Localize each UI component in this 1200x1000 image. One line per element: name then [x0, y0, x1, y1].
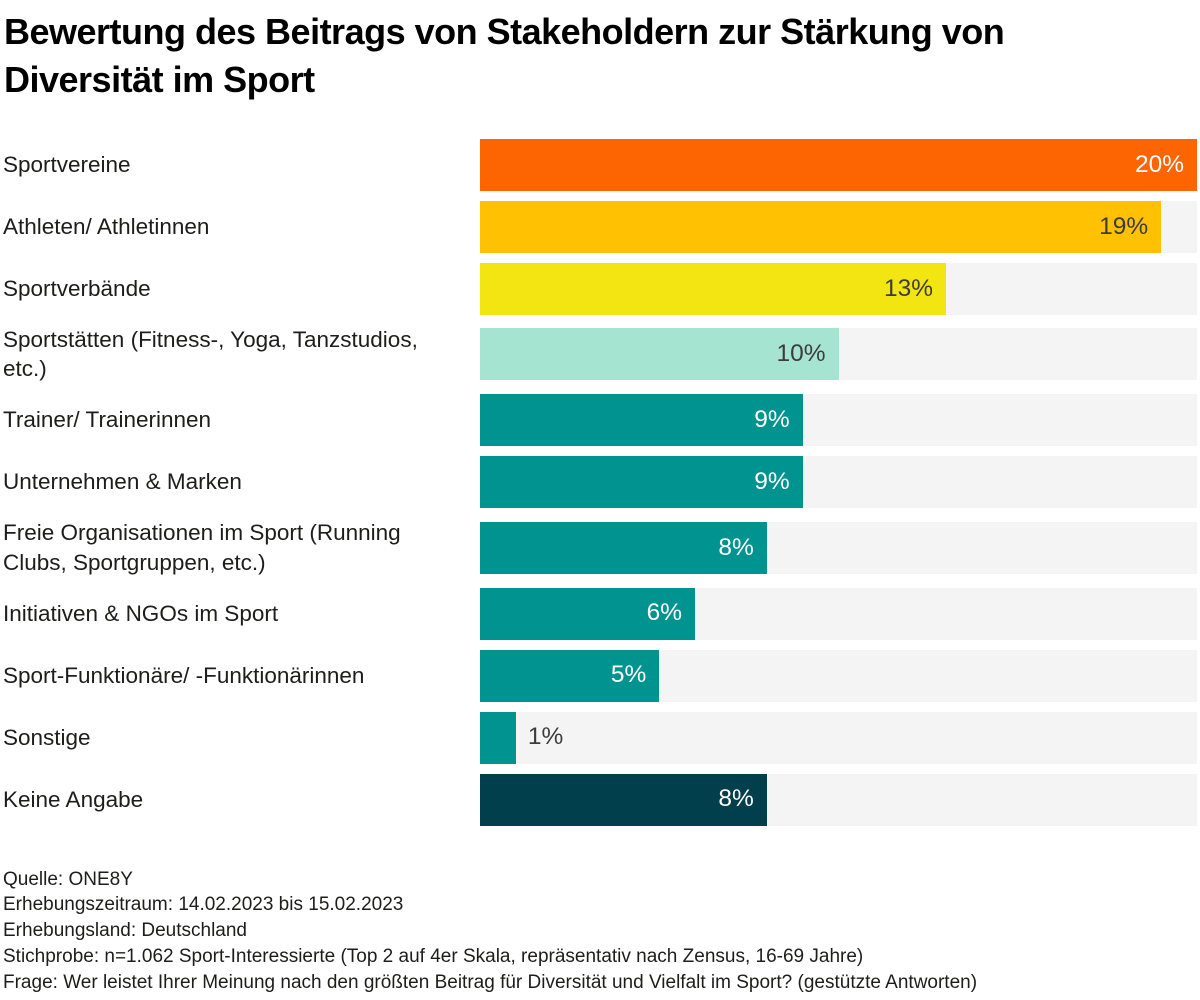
chart-title: Bewertung des Beitrags von Stakeholdern … [4, 11, 1005, 100]
bar: 10% [480, 328, 839, 381]
chart-row: Sportverbände 13% [3, 262, 1197, 315]
chart-row: Freie Organisationen im Sport (Running C… [3, 518, 1197, 577]
footnote-line: Quelle: ONE8Y [3, 868, 133, 890]
bar-track: 13% [480, 262, 1197, 315]
bar-track: 8% [480, 773, 1197, 826]
chart-row: Sportstätten (Fitness-, Yoga, Tanzstudio… [3, 325, 1197, 384]
value-label: 13% [884, 274, 934, 302]
bar: 20% [480, 138, 1197, 191]
bar: 5% [480, 649, 660, 702]
value-label: 20% [1134, 150, 1184, 178]
value-label: 6% [646, 599, 683, 627]
bar: 9% [480, 456, 803, 509]
bar-track: 8% [480, 521, 1197, 574]
bar: 19% [480, 200, 1162, 253]
value-label: 5% [610, 661, 647, 689]
bar: 13% [480, 262, 947, 315]
value-label: 9% [754, 405, 790, 433]
footnote-line: Stichprobe: n=1.062 Sport-Interessierte … [3, 945, 864, 967]
bar-track: 20% [480, 138, 1197, 191]
chart-row: Keine Angabe 8% [3, 773, 1197, 826]
chart-row: Sonstige 1% [3, 711, 1197, 764]
chart-row: Sport-Funktionäre/ -Funktionärinnen 5% [3, 649, 1197, 702]
chart-row: Athleten/ Athletinnen 19% [3, 200, 1197, 253]
bar: 9% [480, 394, 803, 447]
value-label: 10% [776, 340, 826, 368]
value-label-outside: 1% [527, 723, 564, 751]
bar-track: 1% [480, 711, 1197, 764]
bar-track: 19% [480, 200, 1197, 253]
bar-track: 9% [480, 394, 1197, 447]
footnote-line: Frage: Wer leistet Ihrer Meinung nach de… [3, 971, 978, 993]
value-label: 8% [718, 533, 754, 561]
chart-row: Sportvereine 20% [3, 138, 1197, 191]
bar-track: 5% [480, 649, 1197, 702]
category-label: Sportverbände [3, 275, 151, 301]
value-label: 19% [1099, 212, 1149, 240]
category-label: Trainer/ Trainerinnen [3, 407, 212, 433]
bar-track: 9% [480, 456, 1197, 509]
category-label: Freie Organisationen im Sport (Running C… [3, 520, 401, 575]
category-label: Sonstige [3, 724, 91, 750]
horizontal-bar-chart: Sportvereine 20% Athleten/ Athletinnen 1… [3, 138, 1197, 826]
bar-track: 10% [480, 328, 1197, 381]
chart-row: Trainer/ Trainerinnen 9% [3, 394, 1197, 447]
category-label: Unternehmen & Marken [3, 469, 242, 495]
chart-row: Unternehmen & Marken 9% [3, 456, 1197, 509]
footnote-line: Erhebungszeitraum: 14.02.2023 bis 15.02.… [3, 894, 404, 916]
bar [480, 711, 516, 764]
category-label: Sportstätten (Fitness-, Yoga, Tanzstudio… [3, 326, 418, 382]
bar: 6% [480, 587, 696, 640]
category-label: Athleten/ Athletinnen [3, 213, 210, 239]
category-label: Sportvereine [3, 151, 131, 177]
category-label: Keine Angabe [3, 786, 144, 812]
footnote-line: Erhebungsland: Deutschland [3, 920, 248, 942]
bar: 8% [480, 773, 767, 826]
chart-row: Initiativen & NGOs im Sport 6% [3, 587, 1197, 640]
value-label: 9% [754, 467, 790, 495]
value-label: 8% [718, 785, 754, 813]
bar: 8% [480, 521, 767, 574]
category-label: Initiativen & NGOs im Sport [3, 600, 279, 626]
bar-track: 6% [480, 587, 1197, 640]
source-footnotes: Quelle: ONE8Y Erhebungszeitraum: 14.02.2… [3, 867, 1197, 996]
category-label: Sport-Funktionäre/ -Funktionärinnen [3, 662, 365, 688]
